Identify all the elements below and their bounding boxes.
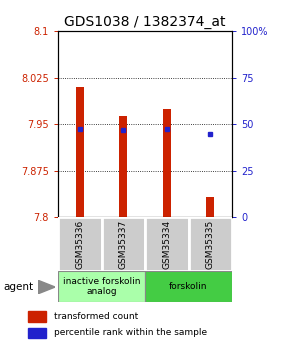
Text: agent: agent <box>3 282 33 292</box>
Text: GSM35334: GSM35334 <box>162 219 171 269</box>
Text: percentile rank within the sample: percentile rank within the sample <box>54 328 207 337</box>
Bar <box>76 87 84 217</box>
Bar <box>58 217 102 271</box>
Bar <box>188 217 232 271</box>
Bar <box>102 217 145 271</box>
Bar <box>58 271 145 302</box>
Text: forskolin: forskolin <box>169 282 208 291</box>
Polygon shape <box>38 280 55 294</box>
Text: transformed count: transformed count <box>54 312 138 321</box>
Bar <box>163 109 171 217</box>
Text: GSM35335: GSM35335 <box>206 219 215 269</box>
Bar <box>28 311 46 322</box>
Title: GDS1038 / 1382374_at: GDS1038 / 1382374_at <box>64 14 226 29</box>
Text: GSM35336: GSM35336 <box>75 219 84 269</box>
Text: inactive forskolin
analog: inactive forskolin analog <box>63 277 140 296</box>
Bar <box>28 328 46 338</box>
Text: GSM35337: GSM35337 <box>119 219 128 269</box>
Bar <box>145 271 232 302</box>
Bar <box>119 116 127 217</box>
Bar <box>145 217 188 271</box>
Bar <box>206 197 214 217</box>
